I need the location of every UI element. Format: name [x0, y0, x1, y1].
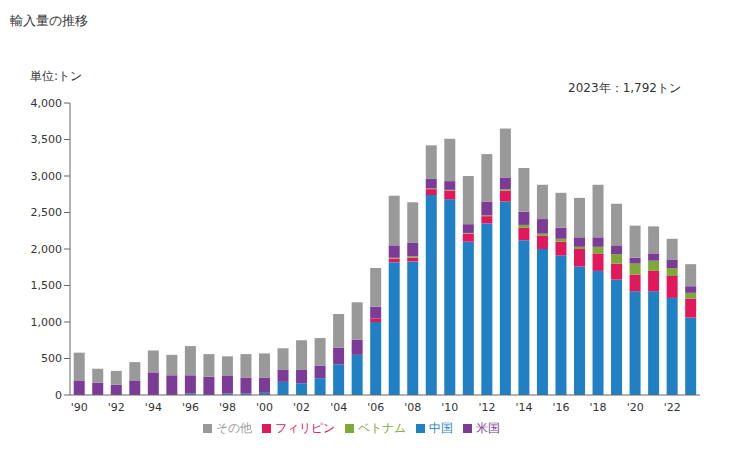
svg-text:1,000: 1,000: [31, 316, 63, 329]
svg-text:'00: '00: [256, 401, 273, 414]
html-text:米国: 米国: [476, 421, 500, 435]
svg-text:'06: '06: [367, 401, 384, 414]
html-text:輸入量の推移: 輸入量の推移: [10, 13, 88, 28]
html-text:フィリピン: フィリピン: [275, 421, 335, 435]
svg-text:'18: '18: [590, 401, 607, 414]
svg-text:4,000: 4,000: [31, 97, 63, 110]
svg-text:'90: '90: [71, 401, 88, 414]
html-text:ベトナム: ベトナム: [358, 421, 406, 435]
svg-text:1,500: 1,500: [31, 279, 63, 292]
svg-text:'02: '02: [293, 401, 310, 414]
svg-text:'08: '08: [404, 401, 421, 414]
html-text:その他: その他: [216, 421, 252, 435]
svg-text:3,000: 3,000: [31, 170, 63, 183]
svg-text:2,000: 2,000: [31, 243, 63, 256]
svg-text:2,500: 2,500: [31, 206, 63, 219]
html-text:単位:トン: 単位:トン: [30, 69, 82, 83]
svg-text:500: 500: [41, 352, 62, 365]
svg-text:3,500: 3,500: [31, 133, 63, 146]
svg-text:'20: '20: [627, 401, 644, 414]
svg-text:'96: '96: [182, 401, 199, 414]
svg-text:'94: '94: [145, 401, 162, 414]
svg-text:'14: '14: [515, 401, 532, 414]
html-text:中国: 中国: [429, 421, 453, 435]
svg-text:'12: '12: [478, 401, 495, 414]
svg-text:'16: '16: [553, 401, 570, 414]
svg-text:'10: '10: [441, 401, 458, 414]
svg-text:'22: '22: [664, 401, 681, 414]
svg-text:'98: '98: [219, 401, 236, 414]
svg-text:'04: '04: [330, 401, 347, 414]
svg-text:0: 0: [55, 389, 62, 402]
html-text:2023年：1,792トン: 2023年：1,792トン: [568, 81, 681, 95]
svg-text:'92: '92: [108, 401, 125, 414]
